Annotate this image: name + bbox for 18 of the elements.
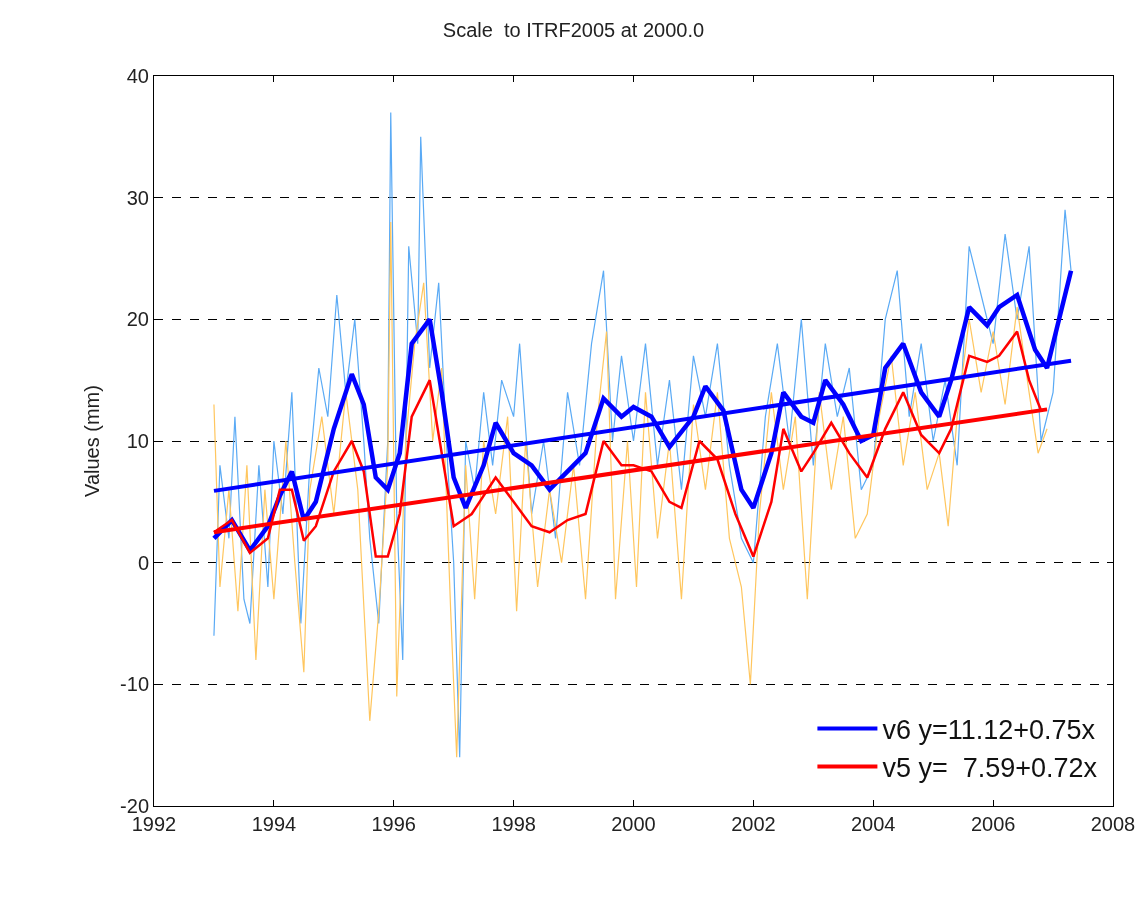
x-tick-label: 2004 — [851, 813, 896, 835]
x-tick-label: 2002 — [731, 813, 776, 835]
legend-label: v6 y=11.12+0.75x — [882, 714, 1096, 745]
y-tick-label: 30 — [126, 186, 149, 209]
x-tick-label: 2000 — [611, 813, 656, 835]
chart-title: Scale to ITRF2005 at 2000.0 — [442, 18, 705, 41]
y-tick-label: 20 — [126, 308, 149, 331]
y-tick-label: 10 — [126, 430, 149, 452]
x-tick-label: 2006 — [970, 813, 1016, 835]
legend-label: v5 y= 7.59+0.72x — [882, 753, 1098, 784]
x-tick-label: 1994 — [251, 813, 297, 835]
y-tick-label: -10 — [120, 673, 149, 696]
y-tick-label: 0 — [137, 551, 149, 574]
y-axis-title: Values (mm) — [80, 385, 103, 497]
y-tick-label: 40 — [126, 65, 149, 87]
x-tick-label: 2008 — [1090, 813, 1136, 835]
x-tick-label: 1996 — [371, 813, 416, 835]
x-tick-label: 1998 — [491, 813, 536, 835]
